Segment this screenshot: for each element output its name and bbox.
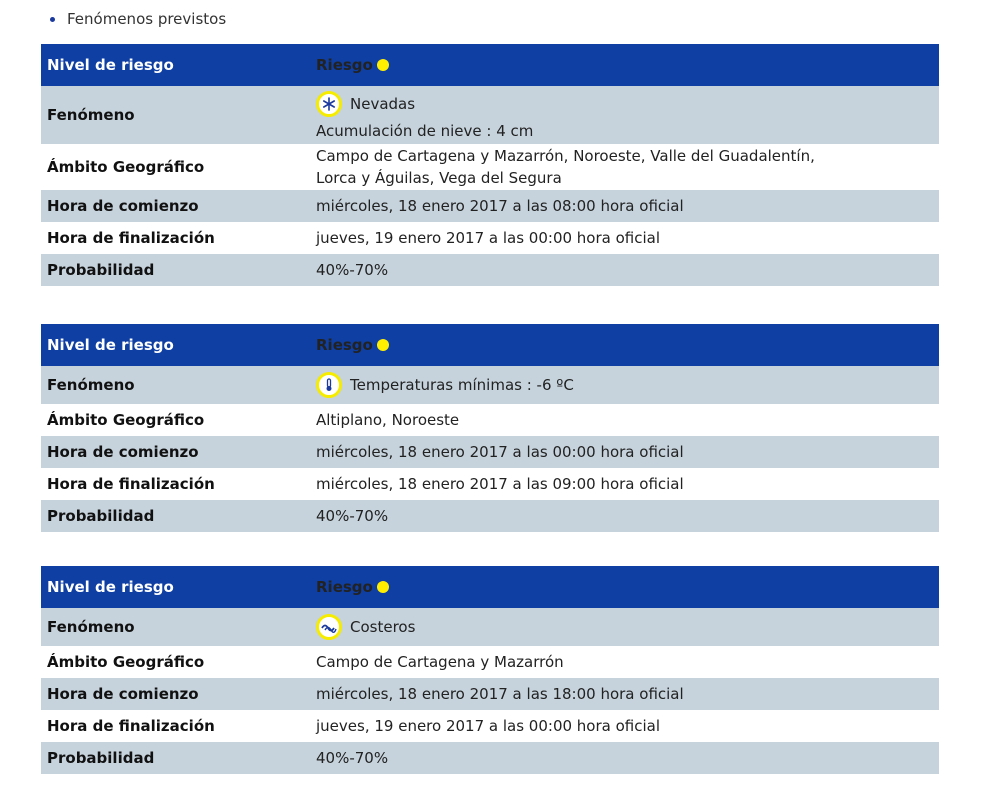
riesgo-label: Riesgo: [316, 56, 373, 74]
fenomeno-label: Fenómeno: [47, 106, 135, 124]
finalizacion-row: Hora de finalización miércoles, 18 enero…: [41, 468, 939, 500]
ambito-label: Ámbito Geográfico: [47, 411, 205, 429]
waves-icon: [316, 614, 342, 640]
fenomeno-row: Fenómeno Nevadas Acumulación de nieve : …: [41, 86, 939, 144]
fenomeno-detail: Acumulación de nieve : 4 cm: [316, 121, 534, 140]
finalizacion-value: jueves, 19 enero 2017 a las 00:00 hora o…: [316, 229, 661, 247]
probabilidad-row: Probabilidad 40%-70%: [41, 742, 939, 774]
ambito-row: Ámbito Geográfico Campo de Cartagena y M…: [41, 144, 939, 190]
warning-header-row: Nivel de riesgo Riesgo: [41, 44, 939, 86]
warning-header-row: Nivel de riesgo Riesgo: [41, 324, 939, 366]
nivel-label: Nivel de riesgo: [47, 56, 174, 74]
comienzo-value: miércoles, 18 enero 2017 a las 08:00 hor…: [316, 197, 684, 215]
risk-yellow-dot-icon: [376, 581, 389, 593]
finalizacion-value: miércoles, 18 enero 2017 a las 09:00 hor…: [316, 475, 684, 493]
fenomeno-value: Nevadas: [350, 94, 416, 113]
comienzo-value: miércoles, 18 enero 2017 a las 00:00 hor…: [316, 443, 684, 461]
fenomeno-label: Fenómeno: [47, 376, 135, 394]
fenomeno-value: Costeros: [350, 618, 416, 636]
comienzo-row: Hora de comienzo miércoles, 18 enero 201…: [41, 678, 939, 710]
ambito-label: Ámbito Geográfico: [47, 158, 205, 176]
comienzo-row: Hora de comienzo miércoles, 18 enero 201…: [41, 190, 939, 222]
fenomeno-value: Temperaturas mínimas : -6 ºC: [350, 376, 574, 394]
finalizacion-label: Hora de finalización: [47, 717, 215, 735]
warning-table-2: Nivel de riesgo Riesgo Fenómeno Temperat…: [41, 324, 939, 532]
nivel-label: Nivel de riesgo: [47, 336, 174, 354]
section-title: Fenómenos previstos: [67, 10, 227, 28]
probabilidad-row: Probabilidad 40%-70%: [41, 500, 939, 532]
comienzo-value: miércoles, 18 enero 2017 a las 18:00 hor…: [316, 685, 684, 703]
ambito-label: Ámbito Geográfico: [47, 653, 205, 671]
section-heading: Fenómenos previstos: [50, 8, 226, 30]
comienzo-label: Hora de comienzo: [47, 685, 199, 703]
risk-yellow-dot-icon: [376, 339, 389, 351]
finalizacion-label: Hora de finalización: [47, 475, 215, 493]
warning-header-row: Nivel de riesgo Riesgo: [41, 566, 939, 608]
ambito-row: Ámbito Geográfico Altiplano, Noroeste: [41, 404, 939, 436]
fenomeno-label: Fenómeno: [47, 618, 135, 636]
ambito-value: Altiplano, Noroeste: [316, 411, 460, 429]
bullet-icon: [50, 16, 55, 22]
thermometer-cold-icon: [316, 372, 342, 398]
risk-yellow-dot-icon: [376, 59, 389, 71]
riesgo-label: Riesgo: [316, 578, 373, 596]
probabilidad-label: Probabilidad: [47, 261, 155, 279]
snowflake-icon: [316, 90, 342, 117]
probabilidad-value: 40%-70%: [316, 749, 389, 767]
probabilidad-label: Probabilidad: [47, 507, 155, 525]
probabilidad-value: 40%-70%: [316, 261, 389, 279]
riesgo-label: Riesgo: [316, 336, 373, 354]
finalizacion-label: Hora de finalización: [47, 229, 215, 247]
warning-table-3: Nivel de riesgo Riesgo Fenómeno Costeros…: [41, 566, 939, 774]
fenomeno-row: Fenómeno Costeros: [41, 608, 939, 646]
ambito-value: Campo de Cartagena y Mazarrón, Noroeste,…: [316, 147, 815, 187]
finalizacion-row: Hora de finalización jueves, 19 enero 20…: [41, 222, 939, 254]
comienzo-label: Hora de comienzo: [47, 443, 199, 461]
nivel-label: Nivel de riesgo: [47, 578, 174, 596]
warning-table-1: Nivel de riesgo Riesgo Fenómeno Nevadas …: [41, 44, 939, 286]
comienzo-row: Hora de comienzo miércoles, 18 enero 201…: [41, 436, 939, 468]
ambito-row: Ámbito Geográfico Campo de Cartagena y M…: [41, 646, 939, 678]
probabilidad-row: Probabilidad 40%-70%: [41, 254, 939, 286]
comienzo-label: Hora de comienzo: [47, 197, 199, 215]
finalizacion-value: jueves, 19 enero 2017 a las 00:00 hora o…: [316, 717, 661, 735]
fenomeno-row: Fenómeno Temperaturas mínimas : -6 ºC: [41, 366, 939, 404]
probabilidad-label: Probabilidad: [47, 749, 155, 767]
finalizacion-row: Hora de finalización jueves, 19 enero 20…: [41, 710, 939, 742]
probabilidad-value: 40%-70%: [316, 507, 389, 525]
ambito-value: Campo de Cartagena y Mazarrón: [316, 653, 564, 671]
